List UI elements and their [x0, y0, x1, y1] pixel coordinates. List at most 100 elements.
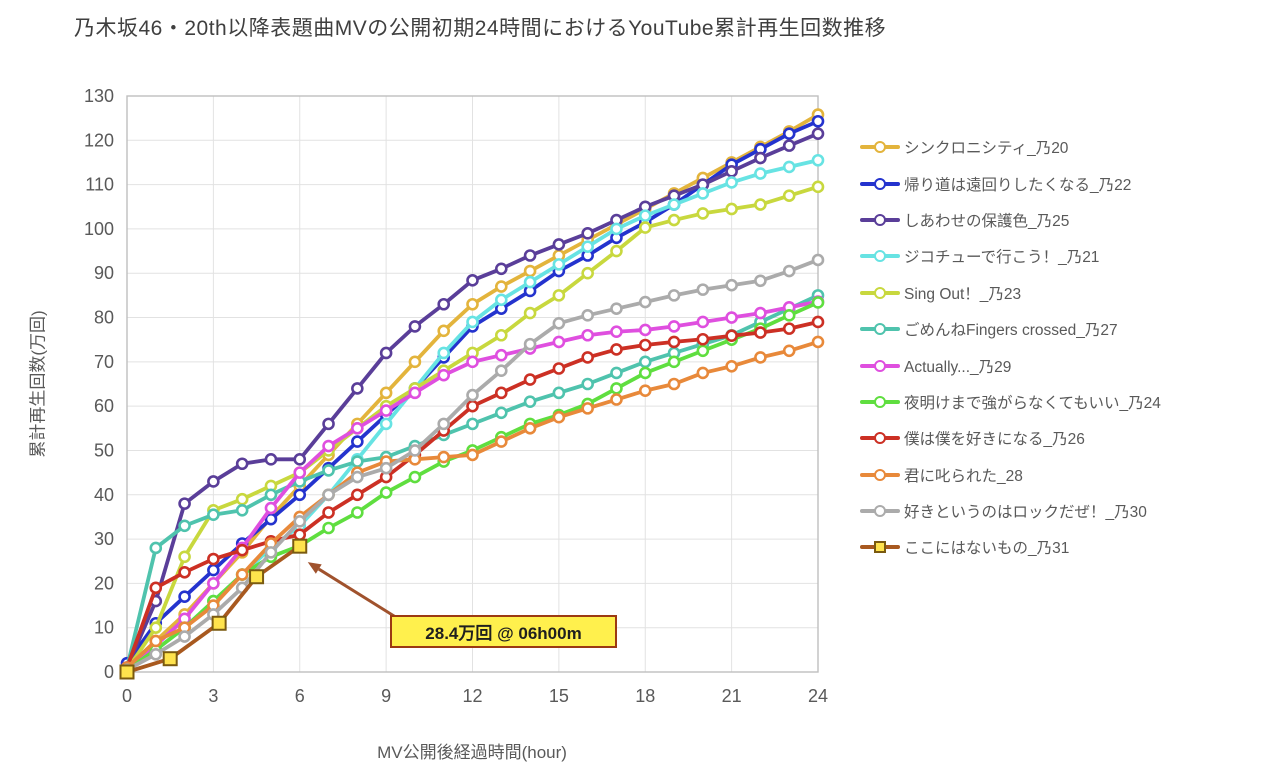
data-point	[149, 581, 163, 595]
y-tick-label: 110	[85, 175, 114, 195]
data-point	[494, 435, 508, 448]
annotation-arrow-line	[317, 567, 403, 623]
data-point	[552, 410, 566, 424]
legend-label: ここにはないもの_乃31	[904, 540, 1070, 558]
legend-swatch-icon	[860, 468, 900, 482]
data-point	[264, 453, 278, 466]
data-point	[523, 395, 537, 409]
x-tick-label: 12	[462, 686, 482, 706]
data-point	[408, 444, 422, 457]
y-tick-label: 30	[94, 529, 114, 549]
data-point	[379, 404, 393, 417]
data-point	[754, 151, 767, 165]
data-point	[149, 634, 163, 648]
data-point	[437, 450, 451, 464]
data-point	[235, 543, 249, 557]
legend-item: 君に叱られた_28	[860, 457, 1260, 493]
data-point	[782, 189, 796, 202]
legend-label: ジコチューで行こう！_乃21	[904, 249, 1100, 267]
data-point	[610, 382, 623, 395]
y-tick-label: 90	[94, 263, 114, 283]
data-point	[178, 497, 191, 510]
data-point	[610, 366, 623, 380]
y-tick-label: 10	[94, 618, 114, 638]
data-point	[351, 435, 364, 448]
data-point	[437, 368, 451, 382]
legend-item: Actually..._乃29	[860, 347, 1260, 383]
data-point	[494, 293, 508, 307]
data-point-square	[211, 615, 227, 631]
data-point	[494, 328, 508, 342]
data-point	[523, 264, 537, 278]
x-tick-label: 24	[808, 686, 828, 706]
data-point	[494, 262, 508, 276]
data-point	[408, 320, 422, 333]
data-point	[725, 202, 738, 216]
legend: シンクロニシティ_乃20 帰り道は遠回りしたくなる_乃22 しあわせの保護色_乃25…	[860, 129, 1260, 566]
legend-swatch-icon	[860, 431, 900, 445]
data-point	[638, 295, 652, 309]
data-point	[351, 455, 364, 468]
data-point	[638, 384, 652, 397]
data-point	[638, 338, 652, 352]
data-point	[322, 464, 335, 477]
data-point	[149, 621, 163, 634]
x-tick-label: 15	[549, 686, 569, 706]
legend-item: 好きというのはロックだぜ！_乃30	[860, 493, 1260, 529]
data-point	[552, 386, 566, 400]
data-point	[696, 315, 710, 329]
data-point	[494, 280, 508, 293]
data-point	[466, 315, 479, 329]
data-point	[523, 373, 537, 386]
annotation-arrow-head	[307, 562, 322, 574]
data-point-square	[292, 538, 308, 554]
legend-item: 僕は僕を好きになる_乃26	[860, 420, 1260, 456]
data-point	[811, 253, 825, 267]
data-point	[322, 521, 335, 535]
x-tick-label: 9	[381, 686, 391, 706]
data-point	[581, 328, 594, 342]
data-point	[754, 198, 767, 211]
data-point	[667, 213, 681, 227]
data-point	[408, 355, 422, 369]
data-point	[581, 402, 594, 415]
data-point	[552, 316, 566, 330]
legend-label: Sing Out！_乃23	[904, 285, 1022, 303]
data-point	[235, 568, 249, 581]
data-point	[811, 127, 825, 140]
data-point	[696, 366, 710, 380]
data-point	[782, 139, 796, 152]
data-point	[552, 335, 566, 349]
data-point	[207, 577, 220, 590]
data-point	[581, 240, 594, 253]
y-tick-label: 120	[84, 130, 114, 150]
data-point	[207, 475, 220, 488]
data-point	[610, 302, 623, 315]
data-point	[322, 488, 335, 502]
legend-swatch-icon	[860, 322, 900, 336]
data-point	[466, 399, 479, 413]
data-point	[638, 221, 652, 234]
data-point	[811, 114, 825, 128]
data-point	[351, 422, 364, 435]
legend-swatch-icon	[860, 359, 900, 373]
data-point	[610, 393, 623, 406]
data-point	[638, 366, 652, 380]
data-point	[207, 508, 220, 522]
data-point	[523, 422, 537, 435]
x-tick-label: 3	[208, 686, 218, 706]
data-point	[322, 417, 335, 431]
data-point	[725, 359, 738, 373]
data-point	[811, 180, 825, 194]
data-point	[293, 453, 307, 466]
data-point	[379, 417, 393, 431]
legend-swatch-icon	[860, 504, 900, 518]
legend-item: しあわせの保護色_乃25	[860, 202, 1260, 238]
data-point	[178, 550, 191, 564]
data-point	[667, 289, 681, 302]
data-point	[379, 486, 393, 499]
data-point	[725, 311, 738, 324]
data-point	[466, 417, 479, 431]
data-point	[293, 488, 307, 502]
